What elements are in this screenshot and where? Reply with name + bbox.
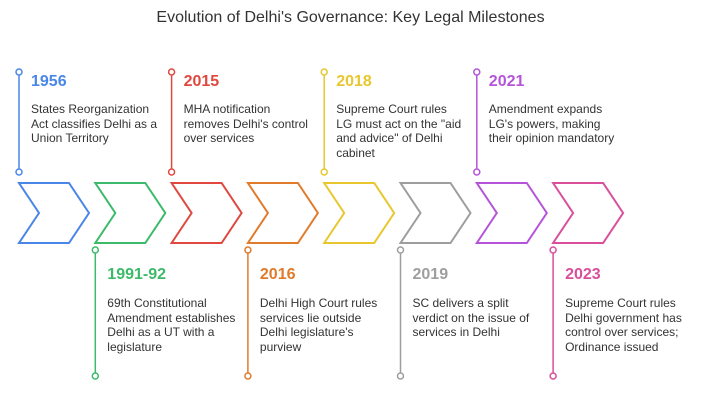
chevron-2 [169,182,243,244]
connector-dot-5-0 [396,246,405,254]
milestone-year: 2019 [412,266,449,283]
chevron-0 [17,182,91,244]
milestone-description: Amendment expands LG's powers, making th… [488,102,615,145]
connector-dot-2-0 [167,68,176,76]
milestone-description: States Reorganization Act classifies Del… [31,102,158,145]
chevron-5 [398,182,472,244]
connector-dot-4-0 [320,68,328,76]
chevron-1 [93,182,167,244]
diagram-title: Evolution of Delhi's Governance: Key Leg… [156,9,545,26]
milestone-year: 2023 [565,266,601,283]
chevron-7 [551,182,625,244]
connector-dot-1-1 [91,372,100,380]
connector-dot-4-1 [320,168,328,176]
chevron-6 [474,182,549,244]
milestone-description: SC delivers a split verdict on the issue… [412,296,530,339]
milestone-description: Supreme Court rules LG must act on the "… [336,102,462,160]
connector-dot-7-1 [549,372,557,380]
milestone-year: 2018 [336,73,372,90]
connector-dot-0-1 [15,168,23,176]
milestone-description: Delhi High Court rules services lie outs… [259,296,378,354]
chevron-4 [322,182,396,244]
milestone-year: 2021 [488,73,525,90]
chevron-3 [246,182,320,244]
milestone-description: MHA notification removes Delhi's control… [183,102,308,145]
milestone-year: 1991-92 [107,266,167,283]
milestone-description: 69th Constitutional Amendment establishe… [107,296,236,354]
milestone-year: 1956 [31,73,67,90]
milestone-description: Supreme Court rules Delhi government has… [565,296,682,354]
connector-dot-3-1 [244,372,252,380]
connector-dot-3-0 [244,246,252,254]
connector-dot-5-1 [396,372,405,380]
connector-dot-6-1 [473,168,481,176]
milestone-year: 2015 [183,73,220,90]
connector-dot-2-1 [167,168,176,176]
connector-dot-6-0 [473,68,481,76]
connector-dot-0-0 [15,68,23,76]
connector-dot-1-0 [91,246,100,254]
milestone-year: 2016 [259,266,296,283]
connector-dot-7-0 [549,246,557,254]
